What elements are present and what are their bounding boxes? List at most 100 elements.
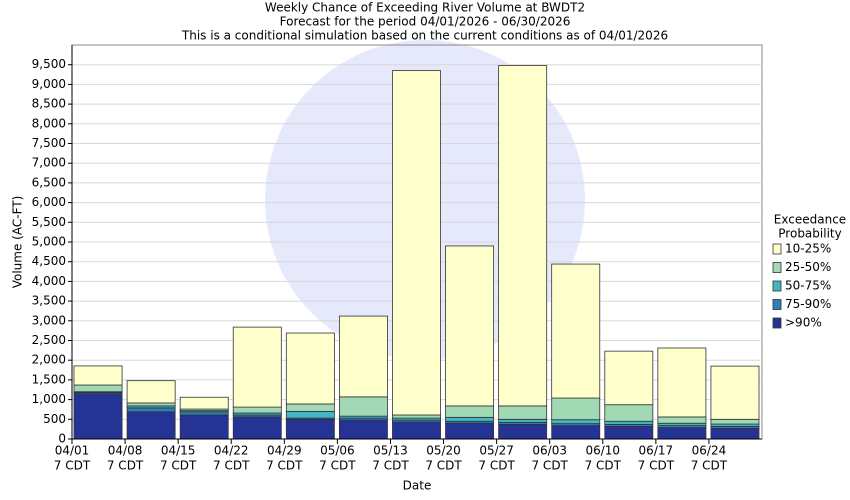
bar-segment <box>710 418 760 425</box>
bar-segment <box>445 422 495 440</box>
x-tick-sublabel: 7 CDT <box>478 459 515 473</box>
bar-segment <box>657 416 707 424</box>
y-tick-label: 1,500 <box>32 372 66 386</box>
y-tick-label: 6,000 <box>32 195 66 209</box>
bar-segment <box>445 405 495 418</box>
bar-segment <box>604 350 654 406</box>
bar-segment <box>498 424 548 440</box>
x-tick-label: 05/13 <box>373 444 408 458</box>
legend-swatch <box>772 280 782 292</box>
x-tick-sublabel: 7 CDT <box>638 459 675 473</box>
bar-segment <box>445 245 495 407</box>
bar-segment <box>232 406 282 414</box>
y-tick-label: 4,000 <box>32 274 66 288</box>
y-tick-label: 5,500 <box>32 215 66 229</box>
bar-segment <box>232 326 282 408</box>
x-tick-label: 04/15 <box>161 444 196 458</box>
x-tick-sublabel: 7 CDT <box>266 459 303 473</box>
bar-segment <box>604 404 654 422</box>
y-tick-label: 9,000 <box>32 77 66 91</box>
bar-segment <box>126 407 176 413</box>
x-tick-label: 06/03 <box>532 444 567 458</box>
bar-segment <box>604 425 654 440</box>
bar-segment <box>551 397 601 421</box>
bar-segment <box>604 420 654 425</box>
bar-segment <box>445 416 495 422</box>
legend-title: Probability <box>778 227 841 241</box>
x-tick-sublabel: 7 CDT <box>160 459 197 473</box>
chart-title: Weekly Chance of Exceeding River Volume … <box>265 1 585 15</box>
y-tick-label: 6,500 <box>32 175 66 189</box>
legend-label: 10-25% <box>785 242 831 256</box>
bar-segment <box>710 427 760 440</box>
y-tick-label: 4,500 <box>32 254 66 268</box>
legend-swatch <box>772 262 782 273</box>
bar-segment <box>657 347 707 418</box>
bar-segment <box>126 402 176 407</box>
bar-segment <box>392 421 441 440</box>
bar-segment <box>498 65 548 407</box>
bar-segment <box>710 365 760 420</box>
x-tick-sublabel: 7 CDT <box>372 459 409 473</box>
bar-segment <box>551 419 601 425</box>
y-axis-label: Volume (AC-FT) <box>11 196 25 289</box>
y-tick-label: 8,500 <box>32 97 66 111</box>
bar-segment <box>73 393 123 440</box>
x-tick-sublabel: 7 CDT <box>54 459 91 473</box>
y-tick-label: 5,000 <box>32 235 66 249</box>
legend-swatch <box>772 317 782 329</box>
x-tick-sublabel: 7 CDT <box>585 459 622 473</box>
x-tick-label: 05/27 <box>479 444 514 458</box>
x-tick-label: 04/22 <box>214 444 249 458</box>
bar-segment <box>338 419 388 440</box>
x-tick-label: 04/01 <box>55 444 90 458</box>
bar-segment <box>126 380 176 404</box>
chart-subtitle: This is a conditional simulation based o… <box>181 29 668 43</box>
legend-swatch <box>772 299 782 310</box>
y-tick-label: 0 <box>58 432 66 446</box>
y-tick-label: 7,000 <box>32 156 66 170</box>
x-tick-label: 06/10 <box>585 444 620 458</box>
bar-segment <box>657 427 707 440</box>
bar-segment <box>285 418 335 440</box>
x-tick-label: 04/08 <box>108 444 143 458</box>
bar-segment <box>498 405 548 420</box>
x-tick-sublabel: 7 CDT <box>691 459 728 473</box>
y-tick-label: 2,000 <box>32 353 66 367</box>
x-axis-label: Date <box>403 479 432 493</box>
bar-segment <box>551 263 601 399</box>
y-tick-label: 9,500 <box>32 57 66 71</box>
bar-segment <box>179 414 229 440</box>
bar-segment <box>338 396 388 417</box>
x-tick-label: 05/20 <box>426 444 461 458</box>
y-tick-label: 2,500 <box>32 333 66 347</box>
y-tick-label: 3,000 <box>32 313 66 327</box>
bar-segment <box>551 425 601 440</box>
x-tick-sublabel: 7 CDT <box>319 459 356 473</box>
legend-title: Exceedance <box>774 213 846 227</box>
bar-segment <box>232 416 282 440</box>
chart-subtitle: Forecast for the period 04/01/2026 - 06/… <box>280 15 571 29</box>
legend-label: 50-75% <box>785 279 831 293</box>
x-tick-label: 04/29 <box>267 444 302 458</box>
y-tick-label: 8,000 <box>32 116 66 130</box>
x-tick-sublabel: 7 CDT <box>213 459 250 473</box>
bar-segment <box>285 332 335 405</box>
x-tick-label: 06/24 <box>692 444 727 458</box>
x-tick-sublabel: 7 CDT <box>107 459 144 473</box>
legend-label: 25-50% <box>785 260 831 274</box>
y-tick-label: 1,000 <box>32 392 66 406</box>
y-tick-label: 7,500 <box>32 136 66 150</box>
bar-segment <box>126 411 176 440</box>
y-tick-label: 3,500 <box>32 294 66 308</box>
bar-segment <box>179 411 229 416</box>
x-tick-label: 05/06 <box>320 444 355 458</box>
bar-segment <box>179 396 229 410</box>
bar-segment <box>73 365 123 386</box>
bar-segment <box>338 315 388 398</box>
y-tick-label: 500 <box>43 412 66 426</box>
legend-label: 75-90% <box>785 297 831 311</box>
bar-segment <box>285 403 335 412</box>
legend-swatch <box>772 243 782 255</box>
